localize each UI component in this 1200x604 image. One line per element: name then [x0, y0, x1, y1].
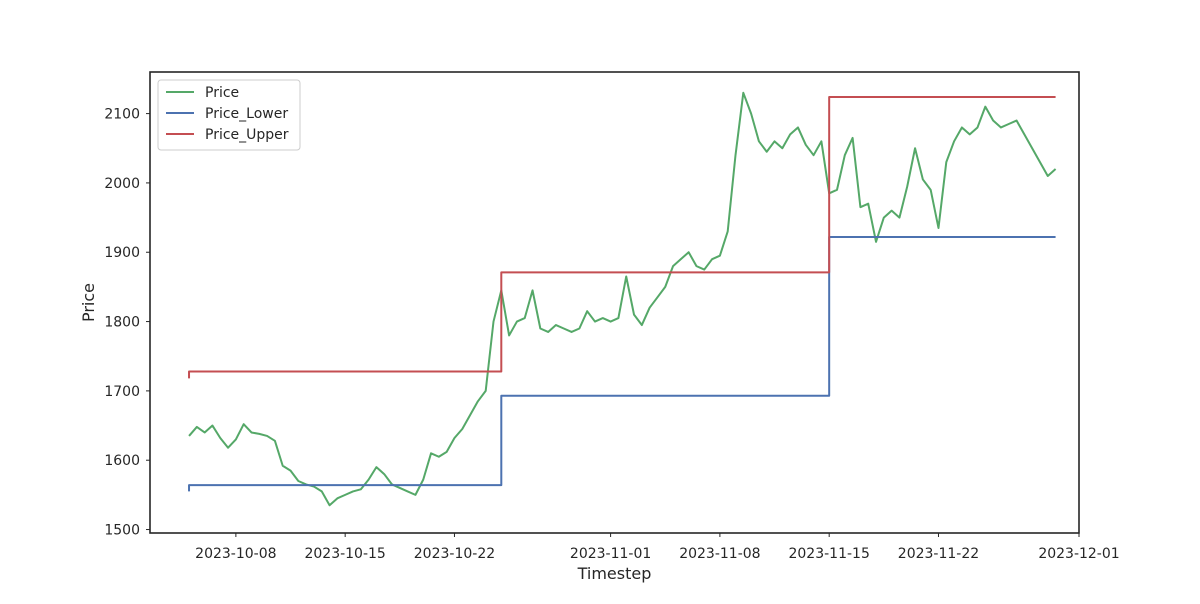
y-tick-label: 1800: [104, 315, 140, 331]
x-tick-label: 2023-10-08: [195, 546, 276, 562]
y-axis-ticks: 1500 1600 1700 1800 1900 2000 2100: [104, 107, 150, 539]
legend-box: [157, 79, 301, 151]
x-tick-label: 2023-10-22: [414, 546, 495, 562]
x-axis-label: Timestep: [577, 564, 652, 583]
legend-items: Price Price_Lower Price_Upper: [166, 85, 289, 143]
series-line-price: [188, 91, 1057, 507]
x-tick-label: 2023-11-22: [898, 546, 979, 562]
series-layer: [188, 91, 1057, 507]
y-tick-label: 1500: [104, 523, 140, 539]
series-line-price-upper: [188, 95, 1056, 379]
x-tick-label: 2023-12-01: [1038, 546, 1119, 562]
x-axis-ticks: 2023-10-08 2023-10-15 2023-10-22 2023-11-01…: [195, 533, 1120, 562]
legend-label-price: Price: [205, 85, 239, 101]
series-line-price-lower: [188, 235, 1056, 492]
x-tick-label: 2023-10-15: [304, 546, 385, 562]
x-tick-label: 2023-11-15: [788, 546, 869, 562]
x-tick-label: 2023-11-01: [570, 546, 651, 562]
y-tick-label: 1900: [104, 245, 140, 261]
y-tick-label: 2100: [104, 107, 140, 123]
x-tick-label: 2023-11-08: [679, 546, 760, 562]
plot-frame: [149, 71, 1080, 534]
legend-label-price-lower: Price_Lower: [205, 106, 288, 122]
y-tick-label: 2000: [104, 176, 140, 192]
y-tick-label: 1700: [104, 384, 140, 400]
legend-label-price-upper: Price_Upper: [205, 127, 289, 143]
y-tick-label: 1600: [104, 453, 140, 469]
y-axis-label: Price: [79, 283, 98, 322]
legend: Price Price_Lower Price_Upper: [157, 79, 301, 151]
